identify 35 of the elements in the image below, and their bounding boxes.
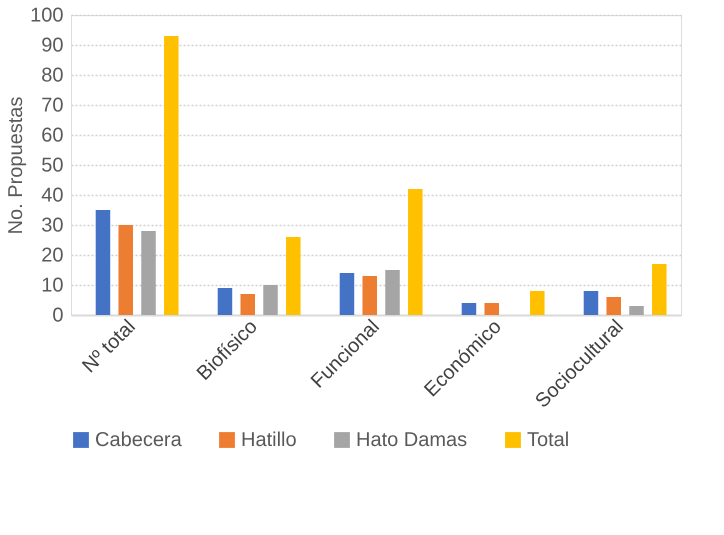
bar <box>385 270 400 315</box>
y-tick-label: 40 <box>41 184 64 206</box>
y-axis-title: No. Propuestas <box>5 96 28 234</box>
legend-label: Total <box>527 429 570 451</box>
y-tick-label: 60 <box>41 124 64 146</box>
y-tick-label: 10 <box>41 274 64 296</box>
bar <box>96 210 110 315</box>
bar <box>584 291 598 315</box>
y-tick-label: 30 <box>41 214 64 236</box>
bar <box>141 231 156 315</box>
bar <box>408 189 423 315</box>
bar <box>530 291 545 315</box>
legend-label: Hatillo <box>241 429 297 451</box>
bar <box>218 288 232 315</box>
y-tick-label: 100 <box>30 4 64 26</box>
bar <box>263 285 278 315</box>
bar <box>340 273 354 315</box>
y-tick-label: 80 <box>41 64 64 86</box>
bar <box>484 303 499 315</box>
bar <box>240 294 255 315</box>
bar <box>286 237 301 315</box>
bar <box>362 276 377 315</box>
y-tick-label: 0 <box>52 304 64 326</box>
y-tick-label: 90 <box>41 34 64 56</box>
y-tick-label: 70 <box>41 94 64 116</box>
bar <box>164 36 179 315</box>
bar <box>118 225 133 315</box>
y-tick-label: 50 <box>41 154 64 176</box>
bar <box>629 306 644 315</box>
legend-label: Hato Damas <box>356 429 468 451</box>
bar <box>652 264 667 315</box>
legend-label: Cabecera <box>95 429 183 451</box>
bar <box>606 297 621 315</box>
y-tick-label: 20 <box>41 244 64 266</box>
bar <box>462 303 476 315</box>
